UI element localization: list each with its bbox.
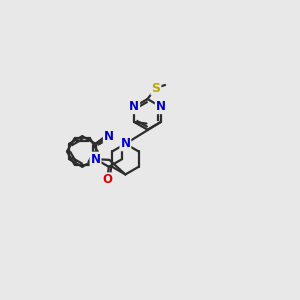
Text: N: N <box>156 100 166 113</box>
Text: N: N <box>129 100 139 113</box>
Text: N: N <box>120 137 130 150</box>
Text: S: S <box>152 82 160 94</box>
Text: O: O <box>102 173 112 186</box>
Text: N: N <box>104 130 114 143</box>
Text: N: N <box>91 153 100 166</box>
